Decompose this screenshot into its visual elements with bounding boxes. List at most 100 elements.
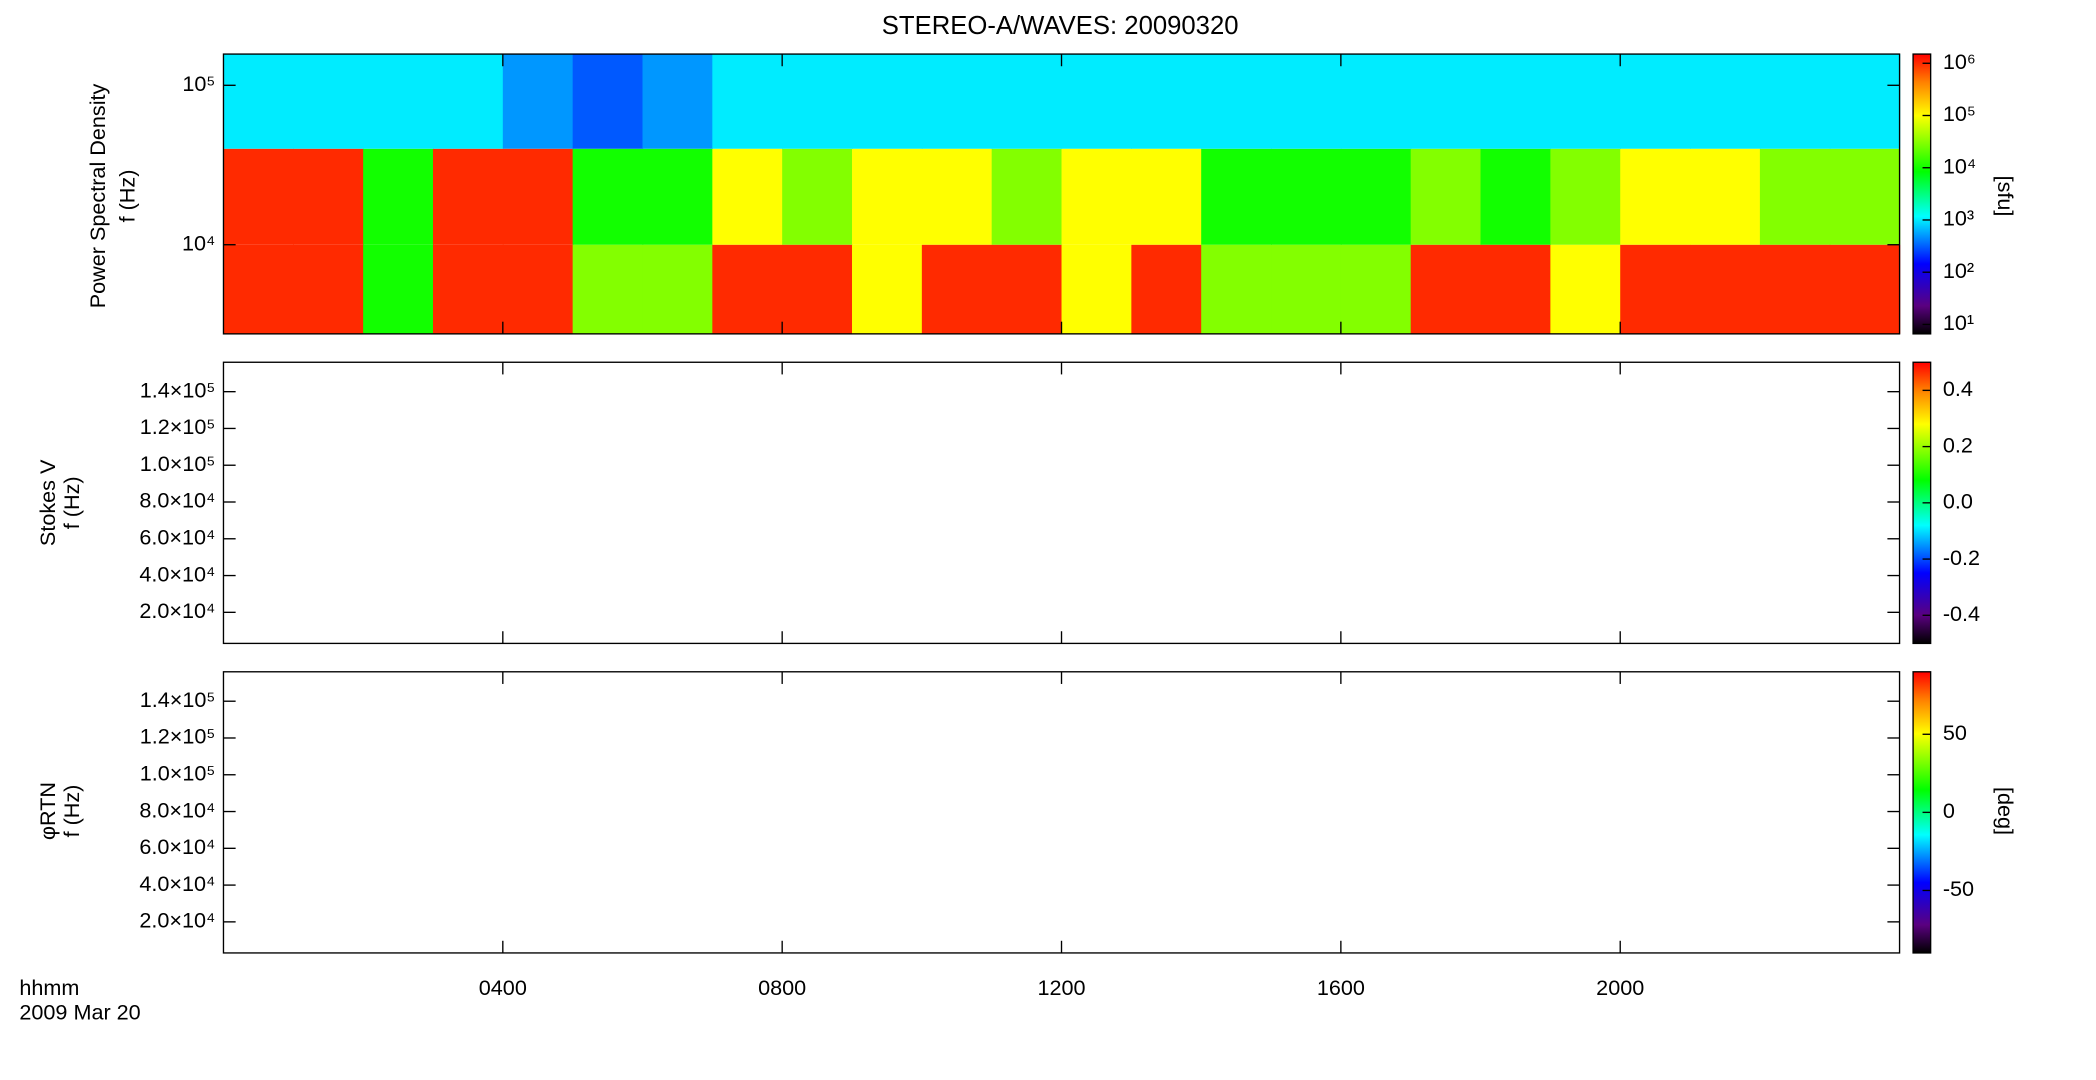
y-tick-label: 10⁴ xyxy=(182,230,215,255)
heatmap-cell xyxy=(1759,54,1831,149)
colorbar-tick-label: 10¹ xyxy=(1943,310,1974,335)
heatmap-cell xyxy=(1410,148,1482,245)
heatmap-cell xyxy=(1829,244,1901,334)
heatmap-cell xyxy=(572,148,644,245)
heatmap-cell xyxy=(712,148,783,245)
y-tick-label: 1.0×10⁵ xyxy=(140,451,216,476)
heatmap-cell xyxy=(572,244,644,334)
heatmap-cell xyxy=(1759,148,1831,245)
y-tick-label: 1.0×10⁵ xyxy=(140,760,216,785)
x-tick-label: 1600 xyxy=(1317,975,1365,1000)
heatmap-cell xyxy=(1480,148,1552,245)
heatmap-cell xyxy=(712,244,783,334)
x-axis-label: hhmm xyxy=(19,975,79,1000)
heatmap-cell xyxy=(852,244,923,334)
heatmap-cell xyxy=(1480,244,1552,334)
colorbar-tick-label: 10³ xyxy=(1943,206,1974,231)
x-tick-label: 1200 xyxy=(1037,975,1085,1000)
heatmap-cell xyxy=(1410,244,1482,334)
heatmap-cell xyxy=(921,148,993,245)
colorbar-tick-label: 50 xyxy=(1943,720,1967,745)
colorbar-tick-label: 0.2 xyxy=(1943,432,1973,457)
y-tick-label: 2.0×10⁴ xyxy=(139,598,215,623)
heatmap-cell xyxy=(1131,244,1202,334)
y-tick-label: 4.0×10⁴ xyxy=(139,561,215,586)
colorbar-tick-label: 0.0 xyxy=(1943,489,1973,514)
heatmap-cell xyxy=(1759,244,1831,334)
y-axis-label: f (Hz) xyxy=(59,476,84,529)
y-tick-label: 8.0×10⁴ xyxy=(139,488,215,513)
heatmap-cell xyxy=(642,148,714,245)
colorbar-tick-label: 0 xyxy=(1943,798,1955,823)
colorbar-tick-label: 0.4 xyxy=(1943,376,1973,401)
y-axis-label: f (Hz) xyxy=(115,170,140,223)
heatmap-cell xyxy=(432,244,504,334)
heatmap-cell xyxy=(1620,54,1691,149)
x-tick-label: 2000 xyxy=(1596,975,1644,1000)
heatmap-cell xyxy=(1340,244,1412,334)
heatmap-cell xyxy=(1690,54,1761,149)
colorbar-tick-label: -0.2 xyxy=(1943,545,1980,570)
colorbar-tick-label: 10⁴ xyxy=(1943,153,1976,178)
heatmap-cell xyxy=(363,54,434,149)
heatmap-cell xyxy=(1201,244,1272,334)
heatmap-cell xyxy=(991,148,1063,245)
heatmap-cell xyxy=(223,244,294,334)
heatmap-cell xyxy=(782,244,853,334)
heatmap-cell xyxy=(1201,54,1272,149)
heatmap-cell xyxy=(991,54,1063,149)
heatmap-cell xyxy=(1131,148,1202,245)
y-tick-label: 4.0×10⁴ xyxy=(139,871,215,896)
heatmap-cell xyxy=(1061,148,1133,245)
heatmap-cell xyxy=(921,244,993,334)
y-axis-label: Power Spectral Density xyxy=(85,84,110,309)
heatmap-cell xyxy=(852,54,923,149)
heatmap-cell xyxy=(1340,54,1412,149)
heatmap-cell xyxy=(363,148,434,245)
heatmap-cell xyxy=(1620,244,1691,334)
heatmap-cell xyxy=(1690,148,1761,245)
y-tick-label: 1.2×10⁵ xyxy=(140,414,216,439)
y-axis-label: φRTN xyxy=(35,782,60,840)
y-tick-label: 6.0×10⁴ xyxy=(139,834,215,859)
colorbar-tick-label: 10² xyxy=(1943,258,1974,283)
heatmap-cell xyxy=(293,244,364,334)
y-tick-label: 1.4×10⁵ xyxy=(140,687,216,712)
chart-title: STEREO-A/WAVES: 20090320 xyxy=(882,12,1239,40)
x-tick-label: 0400 xyxy=(479,975,527,1000)
plot-frame xyxy=(222,671,1901,954)
colorbar-tick-label: -50 xyxy=(1943,876,1974,901)
heatmap-cell xyxy=(1410,54,1482,149)
y-tick-label: 10⁵ xyxy=(182,71,215,96)
heatmap-cell xyxy=(432,148,504,245)
heatmap-cell xyxy=(223,148,294,245)
heatmap-cell xyxy=(223,54,294,149)
heatmap-cell xyxy=(572,54,644,149)
heatmap-cell xyxy=(502,244,574,334)
heatmap-cell xyxy=(1131,54,1202,149)
heatmap-cell xyxy=(1271,244,1342,334)
heatmap-cell xyxy=(432,54,504,149)
heatmap-cell xyxy=(1201,148,1272,245)
heatmap-cell xyxy=(502,148,574,245)
heatmap-cell xyxy=(852,148,923,245)
heatmap-cell xyxy=(363,244,434,334)
y-tick-label: 6.0×10⁴ xyxy=(139,524,215,549)
heatmap-cell xyxy=(1829,54,1901,149)
heatmap-cell xyxy=(1271,148,1342,245)
heatmap-cell xyxy=(991,244,1063,334)
plot-frame xyxy=(222,361,1901,645)
heatmap-cell xyxy=(293,148,364,245)
colorbar xyxy=(1912,53,1932,335)
colorbar-label: [sfu] xyxy=(1993,176,2018,217)
heatmap-cell xyxy=(642,54,714,149)
heatmap-cell xyxy=(1550,148,1621,245)
heatmap-cell xyxy=(1620,148,1691,245)
heatmap-cell xyxy=(502,54,574,149)
colorbar-tick-label: -0.4 xyxy=(1943,601,1980,626)
y-tick-label: 1.4×10⁵ xyxy=(140,377,216,402)
heatmap-cell xyxy=(1340,148,1412,245)
heatmap-cell xyxy=(1829,148,1901,245)
